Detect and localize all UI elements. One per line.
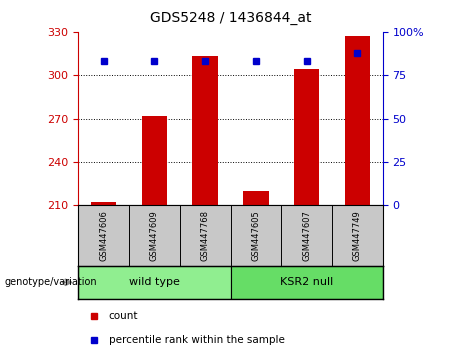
Bar [142,116,167,205]
Bar [345,36,370,205]
Text: GSM447606: GSM447606 [99,210,108,261]
Bar [230,266,383,299]
Text: wild type: wild type [129,277,180,287]
Text: GSM447749: GSM447749 [353,210,362,261]
Text: GSM447609: GSM447609 [150,210,159,261]
Text: GSM447607: GSM447607 [302,210,311,261]
Bar [243,191,268,205]
Bar [91,202,116,205]
Text: genotype/variation: genotype/variation [5,277,97,287]
Bar [78,266,230,299]
Bar [294,69,319,205]
Text: KSR2 null: KSR2 null [280,277,333,287]
Text: count: count [109,311,138,321]
Text: GSM447768: GSM447768 [201,210,210,261]
Text: GSM447605: GSM447605 [251,210,260,261]
Bar [193,56,218,205]
Text: GDS5248 / 1436844_at: GDS5248 / 1436844_at [150,11,311,25]
Text: percentile rank within the sample: percentile rank within the sample [109,335,285,345]
